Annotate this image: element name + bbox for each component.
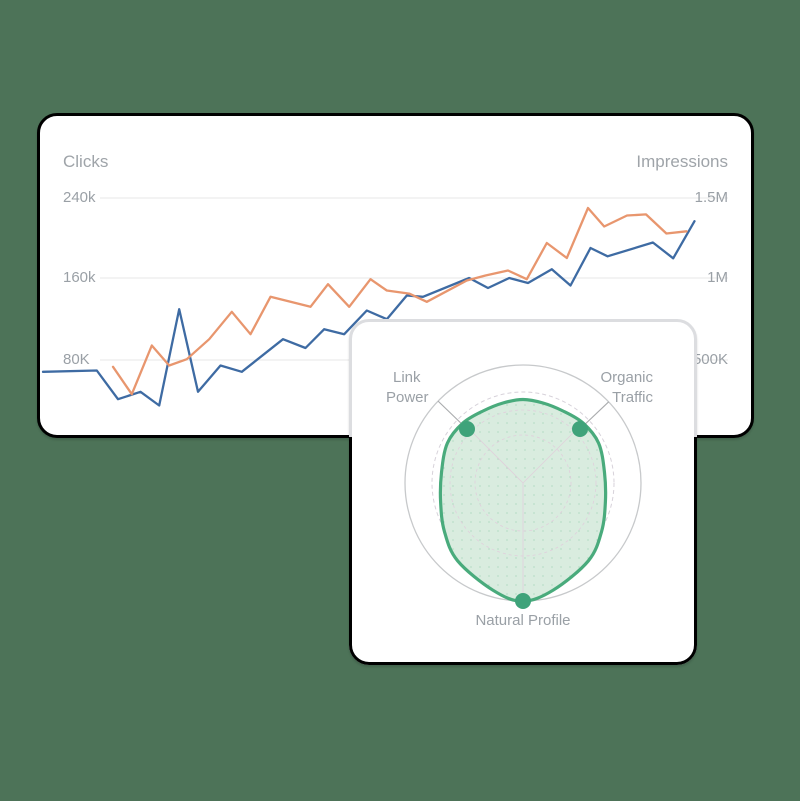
svg-text:Link: Link <box>393 369 421 386</box>
svg-text:1M: 1M <box>707 269 728 286</box>
svg-text:240k: 240k <box>63 189 96 206</box>
svg-text:Power: Power <box>386 389 429 406</box>
svg-text:160k: 160k <box>63 269 96 286</box>
svg-text:Traffic: Traffic <box>612 389 653 406</box>
svg-text:500K: 500K <box>693 351 728 368</box>
svg-text:Organic: Organic <box>600 369 653 386</box>
svg-text:Natural Profile: Natural Profile <box>475 612 570 629</box>
svg-text:1.5M: 1.5M <box>695 189 728 206</box>
svg-text:80K: 80K <box>63 351 90 368</box>
